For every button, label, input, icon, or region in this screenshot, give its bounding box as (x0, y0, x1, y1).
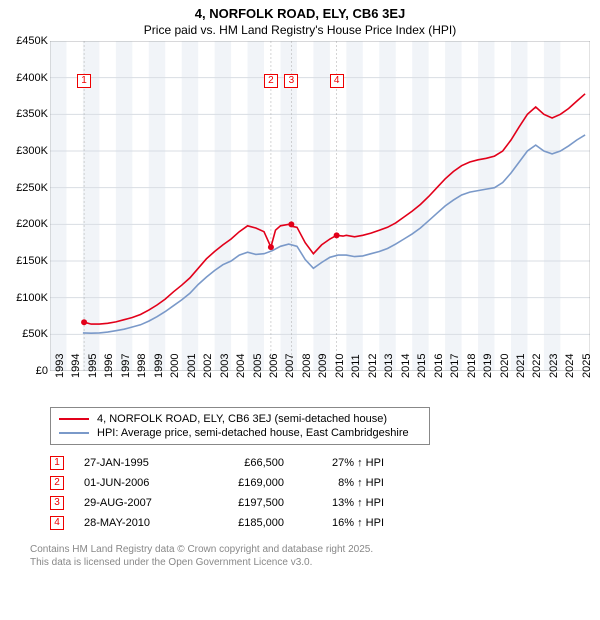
legend-label: 4, NORFOLK ROAD, ELY, CB6 3EJ (semi-deta… (97, 413, 387, 425)
sale-date: 27-JAN-1995 (84, 457, 184, 469)
footer-line: This data is licensed under the Open Gov… (30, 556, 600, 569)
chart-marker: 3 (284, 74, 298, 88)
price-chart (50, 41, 590, 371)
x-tick-label: 2025 (581, 348, 600, 378)
sale-date: 29-AUG-2007 (84, 497, 184, 509)
chart-marker: 4 (330, 74, 344, 88)
sale-marker: 1 (50, 456, 64, 470)
y-tick-label: £100K (0, 292, 48, 304)
sale-date: 28-MAY-2010 (84, 517, 184, 529)
sale-pct: 16% ↑ HPI (304, 517, 384, 529)
y-tick-label: £0 (0, 365, 48, 377)
sale-price: £185,000 (204, 517, 284, 529)
chart-svg (50, 41, 590, 371)
sale-marker: 3 (50, 496, 64, 510)
sales-table: 1 27-JAN-1995 £66,500 27% ↑ HPI 2 01-JUN-2006… (50, 453, 600, 533)
y-tick-label: £200K (0, 218, 48, 230)
y-tick-label: £250K (0, 182, 48, 194)
sale-pct: 13% ↑ HPI (304, 497, 384, 509)
chart-marker: 2 (264, 74, 278, 88)
footer: Contains HM Land Registry data © Crown c… (30, 543, 600, 569)
y-tick-label: £150K (0, 255, 48, 267)
y-tick-label: £400K (0, 72, 48, 84)
y-tick-label: £450K (0, 35, 48, 47)
legend-swatch (59, 432, 89, 434)
sale-date: 01-JUN-2006 (84, 477, 184, 489)
footer-line: Contains HM Land Registry data © Crown c… (30, 543, 600, 556)
page-title: 4, NORFOLK ROAD, ELY, CB6 3EJ (0, 0, 600, 21)
sale-marker: 4 (50, 516, 64, 530)
sale-price: £169,000 (204, 477, 284, 489)
y-tick-label: £50K (0, 328, 48, 340)
table-row: 4 28-MAY-2010 £185,000 16% ↑ HPI (50, 513, 600, 533)
sale-pct: 8% ↑ HPI (304, 477, 384, 489)
y-tick-label: £350K (0, 108, 48, 120)
legend-item: HPI: Average price, semi-detached house,… (59, 426, 421, 440)
sale-marker: 2 (50, 476, 64, 490)
sale-pct: 27% ↑ HPI (304, 457, 384, 469)
legend: 4, NORFOLK ROAD, ELY, CB6 3EJ (semi-deta… (50, 407, 430, 445)
chart-marker: 1 (77, 74, 91, 88)
table-row: 3 29-AUG-2007 £197,500 13% ↑ HPI (50, 493, 600, 513)
sale-price: £66,500 (204, 457, 284, 469)
sale-price: £197,500 (204, 497, 284, 509)
legend-item: 4, NORFOLK ROAD, ELY, CB6 3EJ (semi-deta… (59, 412, 421, 426)
page-subtitle: Price paid vs. HM Land Registry's House … (0, 21, 600, 41)
y-tick-label: £300K (0, 145, 48, 157)
table-row: 1 27-JAN-1995 £66,500 27% ↑ HPI (50, 453, 600, 473)
legend-swatch (59, 418, 89, 420)
legend-label: HPI: Average price, semi-detached house,… (97, 427, 409, 439)
table-row: 2 01-JUN-2006 £169,000 8% ↑ HPI (50, 473, 600, 493)
chart-container: £0 £50K £100K £150K £200K £250K £300K £350K £400… (0, 41, 600, 401)
